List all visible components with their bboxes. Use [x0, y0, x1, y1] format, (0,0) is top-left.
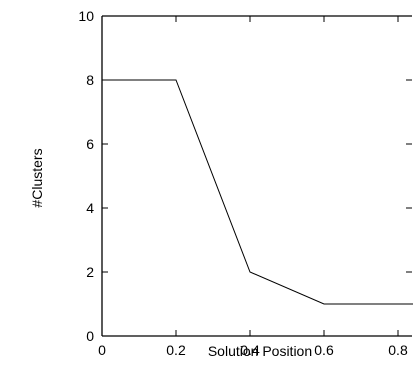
x-axis-label: Solution Position: [208, 343, 312, 359]
series-line: [102, 79, 413, 305]
y-tick-label: 6: [86, 136, 94, 152]
x-axis-ticks: 00.20.40.60.81: [98, 16, 408, 358]
y-axis-ticks: 0 2 4 6 8 10: [78, 8, 412, 344]
y-tick-label: 8: [86, 72, 94, 88]
x-tick-label: 0.6: [314, 342, 334, 358]
y-tick-label: 4: [86, 200, 94, 216]
x-tick-label: 0.8: [388, 342, 408, 358]
series-layer: [102, 79, 413, 305]
y-tick-label: 2: [86, 264, 94, 280]
y-tick-label: 0: [86, 328, 94, 344]
y-tick-label: 10: [78, 8, 94, 24]
y-axis-label: #Clusters: [29, 148, 45, 207]
x-tick-label: 0.2: [166, 342, 186, 358]
plot-frame: [101, 15, 412, 337]
x-tick-label: 0.4: [240, 342, 260, 358]
x-tick-label: 0: [98, 342, 106, 358]
